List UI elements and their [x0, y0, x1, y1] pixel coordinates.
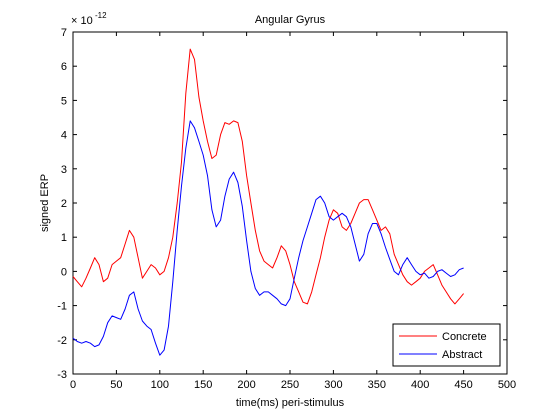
y-tick-label: 2 — [61, 198, 67, 210]
x-tick-label: 200 — [237, 379, 255, 391]
x-tick-label: 350 — [368, 379, 386, 391]
y-tick-label: 4 — [61, 130, 67, 142]
y-axis-multiplier-exponent: -12 — [95, 11, 107, 20]
axis-ticks — [72, 31, 508, 375]
x-tick-label: 250 — [281, 379, 299, 391]
x-tick-label: 50 — [110, 379, 122, 391]
x-tick-label: 100 — [151, 379, 169, 391]
x-tick-label: 500 — [498, 379, 516, 391]
series-layer — [72, 48, 464, 356]
x-tick-label: 450 — [454, 379, 472, 391]
y-axis-multiplier-base: × 10 — [71, 15, 93, 27]
legend-box — [392, 323, 501, 367]
y-tick-label: 6 — [61, 61, 67, 73]
y-tick-label: 3 — [61, 164, 67, 176]
y-tick-label: -2 — [57, 335, 67, 347]
legend: Concrete Abstract — [392, 323, 501, 367]
y-tick-label: 1 — [61, 232, 67, 244]
x-tick-label: 150 — [194, 379, 212, 391]
series-line-concrete — [72, 48, 464, 305]
y-tick-label: -3 — [57, 369, 67, 381]
chart-title: Angular Gyrus — [255, 14, 326, 26]
x-tick-label: 400 — [411, 379, 429, 391]
legend-label-concrete: Concrete — [442, 331, 487, 343]
x-tick-label: 0 — [70, 379, 76, 391]
series-line-abstract — [72, 120, 464, 356]
y-tick-label: 7 — [61, 27, 67, 39]
x-tick-label: 300 — [324, 379, 342, 391]
y-axis-label: signed ERP — [39, 174, 51, 232]
y-tick-label: 5 — [61, 95, 67, 107]
y-tick-label: -1 — [57, 301, 67, 313]
axis-tick-labels: 0 50 100 150 200 250 300 350 400 450 500 -3 -2 -1 0 1 2 3… — [57, 27, 516, 391]
plot-area — [72, 31, 508, 375]
x-axis-label: time(ms) peri-stimulus — [236, 397, 345, 409]
legend-label-abstract: Abstract — [442, 349, 482, 361]
y-tick-label: 0 — [61, 266, 67, 278]
